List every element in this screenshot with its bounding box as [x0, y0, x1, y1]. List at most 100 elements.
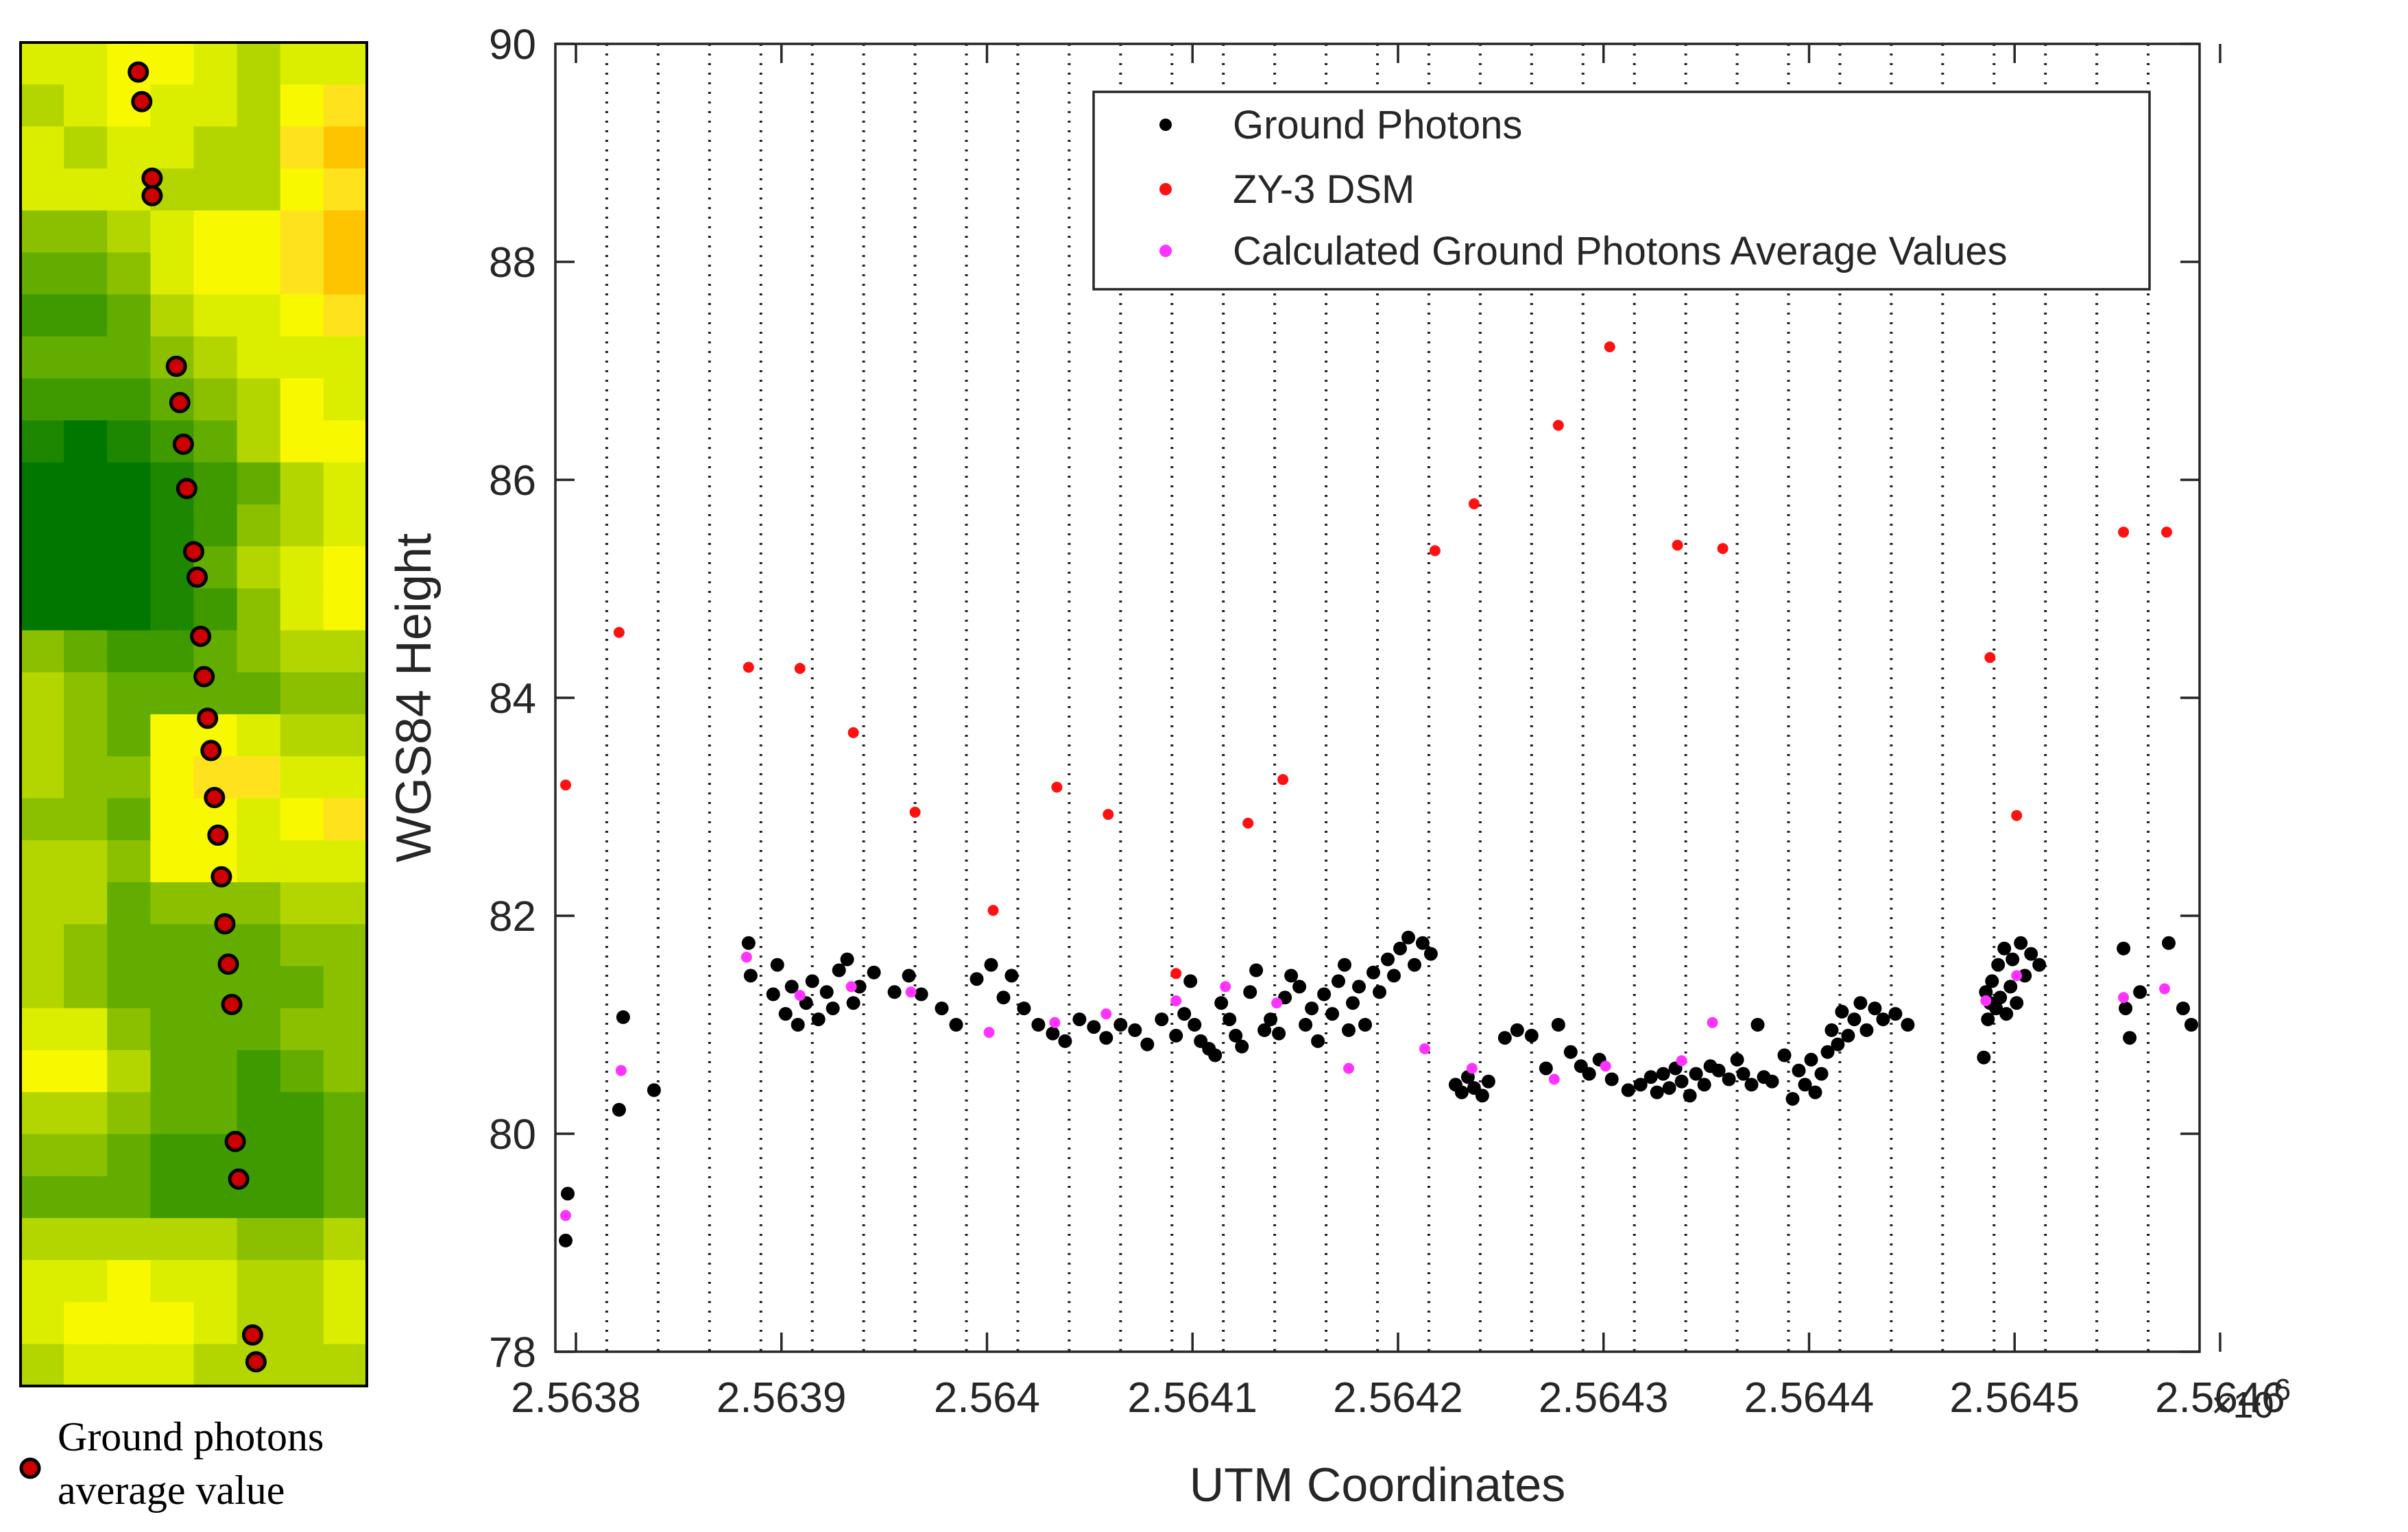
raster-cell	[280, 1218, 324, 1261]
raster-cell	[64, 336, 108, 379]
legend-average-values-label: Calculated Ground Photons Average Values	[1233, 229, 2008, 273]
raster-cell	[193, 588, 238, 631]
photon-average-marker	[186, 566, 208, 588]
raster-cell	[280, 1260, 324, 1303]
y-tick-label: 80	[489, 1111, 536, 1158]
raster-cell	[107, 882, 151, 925]
raster-cell	[237, 1050, 281, 1093]
ground-photon-point	[1831, 1037, 1845, 1051]
average-value-point	[1343, 1062, 1354, 1074]
raster-cell	[323, 714, 368, 757]
ground-photon-point	[1264, 1012, 1278, 1027]
raster-cell	[64, 1302, 108, 1345]
average-value-point	[1600, 1060, 1611, 1072]
average-value-point	[1676, 1055, 1687, 1067]
photon-average-marker	[204, 787, 226, 809]
raster-cell	[280, 966, 324, 1009]
raster-cell	[64, 756, 108, 799]
ground-photon-point	[1183, 974, 1198, 988]
ground-photon-point	[1808, 1085, 1822, 1099]
raster-cell	[150, 714, 195, 757]
ground-photon-point	[1128, 1023, 1142, 1037]
ground-photon-point	[1087, 1020, 1101, 1034]
raster-cell	[237, 84, 281, 127]
raster-cell	[107, 840, 151, 883]
raster-cell	[21, 1302, 64, 1345]
ground-photon-point	[1650, 1085, 1664, 1099]
legend-ground-photons-marker	[1159, 119, 1172, 131]
legend-ground-photons-label: Ground Photons	[1233, 103, 1522, 147]
photon-average-marker	[169, 391, 191, 413]
raster-cell	[64, 126, 108, 169]
raster-cell	[21, 966, 64, 1009]
x-tick-label: 2.5639	[717, 1374, 847, 1422]
raster-cell	[323, 1176, 368, 1219]
raster-cell	[21, 840, 64, 883]
raster-cell	[237, 1218, 281, 1261]
raster-cell	[64, 882, 108, 925]
raster-cell	[280, 588, 324, 631]
ground-photon-point	[1046, 1026, 1060, 1041]
raster-cell	[64, 924, 108, 967]
ground-photon-point	[2024, 947, 2038, 961]
raster-cell	[64, 1343, 108, 1387]
raster-cell	[323, 252, 368, 295]
raster-cell	[237, 882, 281, 925]
raster-cell	[323, 798, 368, 841]
ground-photon-point	[1689, 1067, 1703, 1081]
raster-cell	[21, 924, 64, 967]
raster-cell	[280, 336, 324, 379]
raster-cell	[150, 588, 195, 631]
ground-photon-point	[846, 996, 860, 1010]
raster-cell	[150, 1092, 195, 1135]
ground-photon-point	[1662, 1081, 1676, 1095]
raster-cell	[150, 1008, 195, 1051]
raster-cell	[323, 1134, 368, 1177]
raster-cell	[323, 1260, 368, 1303]
raster-cell	[150, 756, 195, 799]
raster-cell	[150, 924, 195, 967]
raster-cell	[237, 42, 281, 85]
raster-cell	[107, 504, 151, 547]
ground-photon-point	[612, 1103, 626, 1117]
y-tick-label: 90	[489, 21, 536, 69]
raster-cell	[280, 924, 324, 967]
ground-photon-point	[2184, 1018, 2198, 1032]
ground-photon-point	[1730, 1052, 1744, 1067]
zy3-dsm-point	[2118, 526, 2130, 538]
zy3-dsm-point	[1672, 539, 1683, 551]
raster-cell	[64, 672, 108, 715]
average-value-point	[2118, 992, 2130, 1004]
ground-photon-point	[1711, 1063, 1726, 1078]
raster-cell	[107, 1008, 151, 1051]
raster-cell	[64, 588, 108, 631]
ground-photon-point	[1993, 990, 2008, 1005]
raster-cell	[150, 294, 195, 337]
raster-cell	[237, 210, 281, 253]
raster-cell	[193, 294, 238, 337]
ground-photon-point	[1539, 1061, 1553, 1075]
photon-average-marker	[183, 541, 204, 563]
average-value-point	[1170, 995, 1182, 1006]
raster-cell	[323, 126, 368, 169]
zy3-dsm-point	[1429, 545, 1441, 557]
ground-photon-point	[1656, 1067, 1670, 1081]
ground-photon-point	[1785, 1092, 1800, 1106]
raster-legend-line2: average value	[58, 1468, 285, 1513]
ground-photon-point	[1373, 985, 1386, 999]
raster-cell	[64, 840, 108, 883]
ground-photon-point	[1169, 1028, 1183, 1043]
ground-photon-point	[1510, 1023, 1524, 1037]
ground-photon-point	[1475, 1089, 1489, 1103]
raster-cell	[237, 966, 281, 1009]
ground-photon-point	[1017, 1001, 1031, 1016]
ground-photon-point	[743, 969, 758, 983]
ground-photon-point	[1031, 1018, 1046, 1032]
raster-cell	[237, 420, 281, 463]
raster-cell	[107, 294, 151, 337]
ground-photon-point	[1999, 1007, 2014, 1021]
ground-photon-point	[2032, 958, 2047, 972]
raster-cell	[64, 294, 108, 337]
raster-cell	[323, 840, 368, 883]
ground-photon-point	[1358, 1018, 1372, 1032]
